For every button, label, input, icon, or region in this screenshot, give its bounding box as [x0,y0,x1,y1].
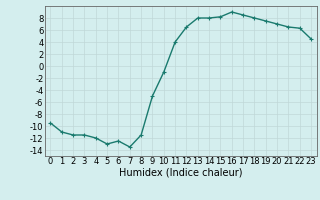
X-axis label: Humidex (Indice chaleur): Humidex (Indice chaleur) [119,168,243,178]
